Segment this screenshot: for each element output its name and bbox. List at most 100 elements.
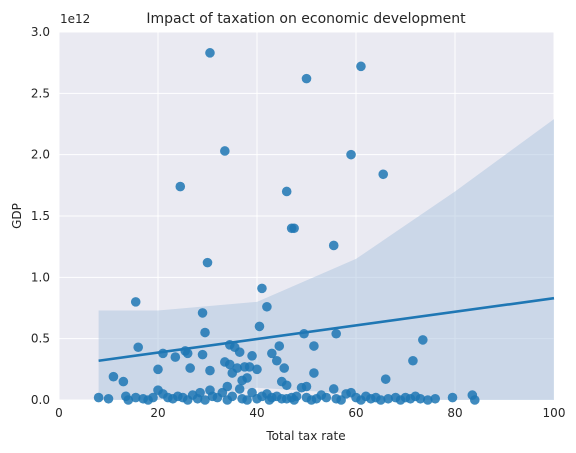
confidence-band <box>98 119 554 400</box>
data-point <box>200 327 210 338</box>
data-point <box>346 149 356 160</box>
data-point <box>237 393 247 404</box>
data-point <box>123 395 134 405</box>
data-point <box>289 395 299 405</box>
data-point <box>356 61 366 72</box>
data-point <box>197 349 208 360</box>
data-point <box>175 181 186 192</box>
data-point <box>281 186 292 197</box>
data-point <box>306 395 317 405</box>
data-point <box>212 392 223 403</box>
x-tick-label: 80 <box>447 406 462 420</box>
data-point <box>130 297 141 307</box>
data-point <box>289 223 299 234</box>
data-point <box>470 395 480 405</box>
chart-title: Impact of taxation on economic developme… <box>146 11 466 27</box>
y-tick-labels: 0.0 0.5 1.0 1.5 2.0 2.5 3.0 <box>31 25 50 407</box>
data-point <box>378 169 389 180</box>
data-point <box>336 395 346 405</box>
data-point <box>247 351 257 361</box>
data-point <box>408 355 418 366</box>
data-point <box>118 376 129 387</box>
data-point <box>192 393 203 404</box>
y-tick-label: 0.5 <box>31 332 50 346</box>
x-tick-labels: 0 20 40 60 80 100 <box>55 406 565 420</box>
y-tick-label: 0.0 <box>31 393 50 407</box>
data-point <box>242 373 252 383</box>
y-tick-label: 3.0 <box>31 25 50 39</box>
data-point <box>415 393 426 404</box>
data-point <box>281 380 292 391</box>
regression-line <box>98 296 555 363</box>
data-point <box>301 73 312 84</box>
data-point <box>234 384 245 394</box>
data-point <box>244 362 255 372</box>
data-point <box>328 240 339 251</box>
data-point <box>267 348 277 359</box>
y-tick-label: 2.0 <box>31 148 50 162</box>
data-point <box>224 359 235 370</box>
data-point <box>276 393 287 404</box>
x-tick-label: 40 <box>249 406 264 420</box>
data-point <box>93 392 104 403</box>
data-point <box>153 364 163 375</box>
x-axis-label: Total tax rate <box>265 429 345 443</box>
data-point <box>279 363 290 373</box>
data-point <box>331 328 342 339</box>
y-tick-label: 1.0 <box>31 270 50 284</box>
data-point <box>185 363 195 373</box>
data-point <box>168 393 178 404</box>
data-point <box>356 395 366 405</box>
data-point <box>264 395 275 405</box>
data-point <box>202 257 213 268</box>
data-point <box>182 348 193 359</box>
y-axis-label: GDP <box>10 203 24 229</box>
data-point <box>257 283 267 294</box>
data-point <box>103 393 114 404</box>
data-point <box>143 395 153 405</box>
data-point <box>222 395 233 405</box>
data-point <box>254 321 265 332</box>
data-point <box>133 342 143 353</box>
data-point <box>272 355 282 366</box>
data-point <box>130 392 141 403</box>
data-point <box>252 364 262 375</box>
data-point <box>200 395 210 405</box>
data-point <box>447 392 458 403</box>
data-points <box>93 48 480 405</box>
data-point <box>328 384 339 394</box>
data-point <box>274 341 285 351</box>
data-point <box>309 368 319 378</box>
data-point <box>383 393 393 404</box>
x-tick-label: 100 <box>543 406 566 420</box>
data-point <box>197 308 208 318</box>
data-point <box>182 395 193 405</box>
data-point <box>309 341 319 351</box>
data-point <box>321 392 332 403</box>
x-tick-label: 20 <box>150 406 165 420</box>
data-point <box>170 352 181 362</box>
data-point <box>108 371 119 382</box>
y-tick-label: 1.5 <box>31 209 50 223</box>
data-point <box>220 146 230 156</box>
data-point <box>205 48 215 58</box>
confidence-band-layer <box>98 119 554 400</box>
regression-line-layer <box>98 296 555 363</box>
data-point <box>222 381 233 392</box>
data-point <box>301 381 312 392</box>
data-point <box>262 301 272 312</box>
x-tick-label: 0 <box>55 406 63 420</box>
data-point <box>257 391 267 402</box>
data-point <box>380 374 391 384</box>
data-point <box>422 395 433 405</box>
data-point <box>227 368 238 378</box>
data-point <box>205 365 215 376</box>
y-axis-multiplier: 1e12 <box>60 12 90 26</box>
data-point <box>234 347 245 357</box>
x-tick-label: 60 <box>348 406 363 420</box>
y-tick-label: 2.5 <box>31 86 50 100</box>
data-point <box>430 393 441 404</box>
data-point <box>375 395 386 405</box>
